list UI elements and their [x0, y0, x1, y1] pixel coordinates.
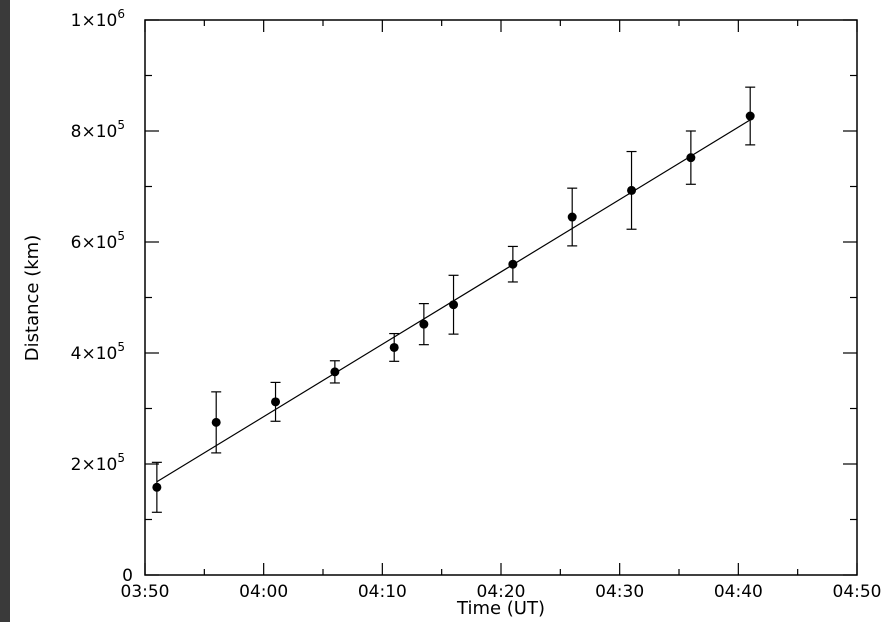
distance-time-chart: 03:50 04:00 04:10 04:20 04:30 04:40 04:50 0 2×1…	[22, 7, 882, 619]
x-tick-labels: 03:50 04:00 04:10 04:20 04:30 04:40 04:50	[121, 582, 882, 602]
y-axis-title: Distance (km)	[22, 235, 43, 361]
data-point-group	[418, 303, 429, 346]
y-tick-label: 4×105	[71, 340, 125, 364]
data-point-marker	[567, 212, 577, 222]
data-point-group	[626, 150, 637, 230]
data-point-marker	[330, 367, 340, 377]
data-point-group	[567, 187, 578, 247]
y-tick-label: 6×105	[71, 229, 125, 253]
data-point-marker	[211, 417, 221, 427]
data-points	[151, 86, 756, 513]
data-point-marker	[271, 397, 281, 407]
data-point-marker	[152, 482, 162, 492]
x-tick-label: 04:20	[477, 582, 526, 602]
x-tick-label: 04:30	[595, 582, 644, 602]
data-point-marker	[627, 185, 637, 195]
data-point-group	[507, 245, 518, 283]
y-tick-labels: 0 2×105 4×105 6×105 8×105 1×106	[71, 7, 133, 586]
data-point-group	[151, 461, 162, 513]
x-tick-label: 04:00	[239, 582, 288, 602]
data-point-group	[448, 274, 459, 335]
data-point-marker	[508, 259, 518, 269]
data-point-marker	[449, 300, 459, 310]
data-point-marker	[389, 342, 399, 352]
y-tick-label: 2×105	[71, 451, 125, 475]
data-point-group	[389, 332, 400, 362]
x-tick-label: 03:50	[121, 582, 170, 602]
plot-frame: 03:50 04:00 04:10 04:20 04:30 04:40 04:50 0 2×1…	[10, 0, 893, 622]
x-tick-label: 04:50	[833, 582, 882, 602]
data-point-marker	[745, 111, 755, 121]
axis-ticks	[144, 19, 858, 576]
x-tick-label: 04:10	[358, 582, 407, 602]
x-axis-title: Time (UT)	[456, 598, 545, 619]
data-point-group	[329, 360, 340, 384]
data-point-marker	[686, 153, 696, 163]
data-point-marker	[419, 319, 429, 329]
y-tick-label: 1×106	[71, 7, 125, 31]
y-tick-label: 0	[122, 566, 133, 586]
data-point-group	[270, 381, 281, 422]
y-tick-label: 8×105	[71, 118, 125, 142]
data-point-group	[211, 391, 222, 454]
data-point-group	[685, 130, 696, 185]
x-tick-label: 04:40	[714, 582, 763, 602]
data-point-group	[745, 86, 756, 146]
